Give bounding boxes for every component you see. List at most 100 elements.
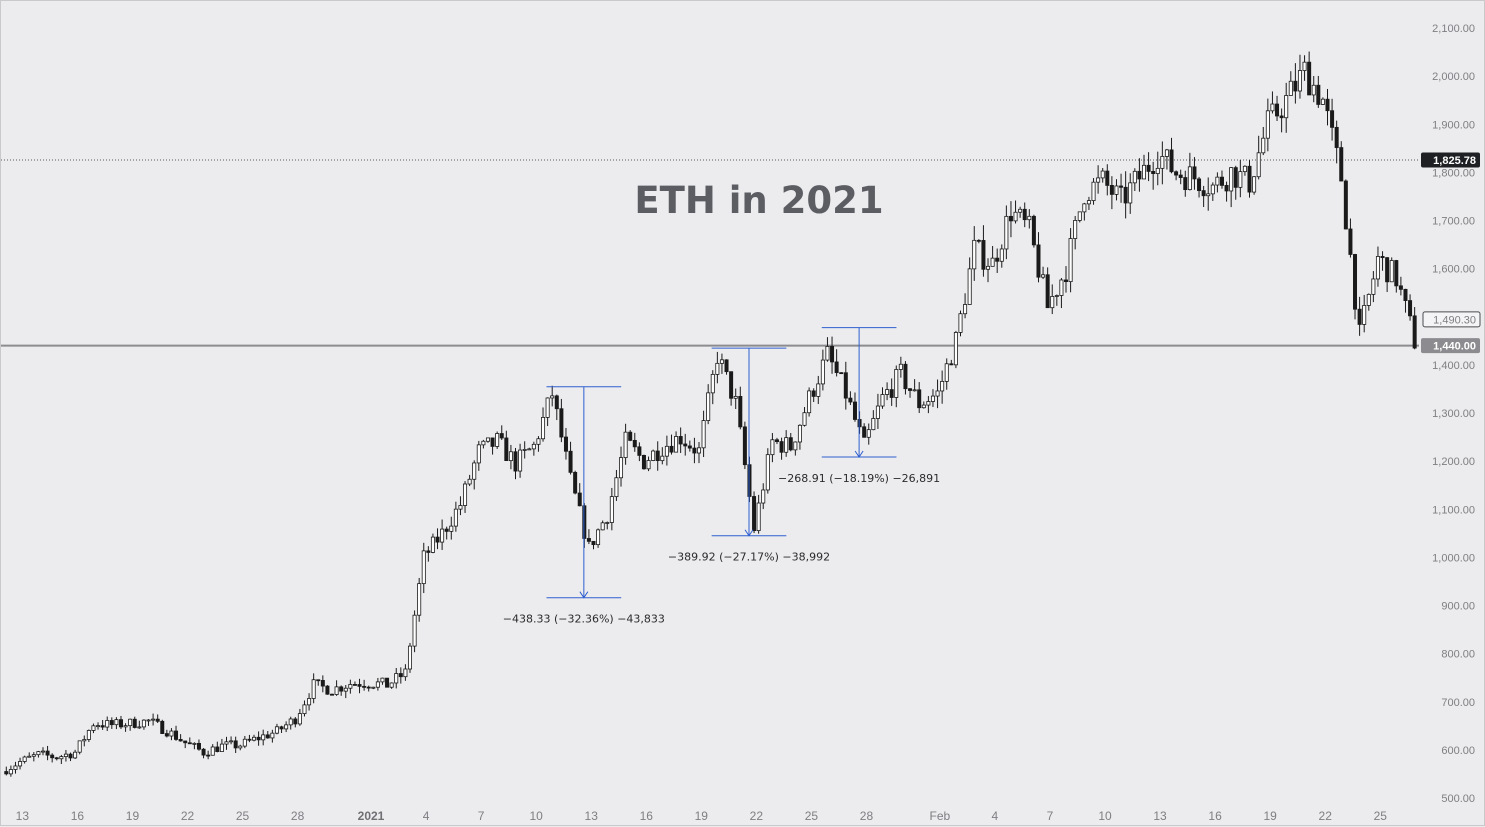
candle-272 bbox=[1252, 176, 1257, 195]
candle-302 bbox=[1389, 257, 1394, 283]
candle-98 bbox=[453, 501, 458, 532]
candle-100 bbox=[463, 481, 468, 513]
candle-163 bbox=[752, 491, 757, 534]
candle-127 bbox=[586, 529, 591, 545]
candle-25 bbox=[118, 715, 123, 730]
candle-177 bbox=[816, 375, 821, 404]
candle-303 bbox=[1394, 259, 1399, 293]
candle-183 bbox=[843, 361, 848, 410]
candle-226 bbox=[1041, 266, 1046, 280]
candle-172 bbox=[793, 441, 798, 456]
candle-67 bbox=[311, 673, 316, 704]
x-tick-15: 28 bbox=[860, 809, 874, 823]
y-tick-8: 1,300.00 bbox=[1432, 408, 1475, 420]
candle-234 bbox=[1077, 211, 1082, 223]
candle-217 bbox=[999, 244, 1004, 268]
candle-104 bbox=[481, 439, 486, 449]
candle-160 bbox=[738, 386, 743, 430]
candle-4 bbox=[22, 755, 27, 764]
candle-182 bbox=[839, 372, 844, 375]
candle-157 bbox=[724, 359, 729, 375]
candle-193 bbox=[889, 378, 894, 406]
time-axis[interactable]: 13 16 19 22 25 28 2021 4 7 10 13 16 19 22 25 28 Feb 4 7 10 1… bbox=[16, 809, 1388, 823]
candle-33 bbox=[155, 714, 160, 724]
candle-106 bbox=[490, 437, 495, 455]
candle-264 bbox=[1215, 172, 1220, 193]
candle-268 bbox=[1233, 165, 1238, 200]
candle-110 bbox=[508, 444, 513, 470]
candle-1 bbox=[8, 765, 13, 777]
candle-20 bbox=[96, 722, 101, 730]
measure-label-2: −268.91 (−18.19%) −26,891 bbox=[778, 472, 940, 485]
candle-196 bbox=[903, 361, 908, 395]
candle-132 bbox=[609, 487, 614, 531]
candle-57 bbox=[265, 730, 270, 739]
candle-143 bbox=[660, 447, 665, 465]
candle-204 bbox=[940, 370, 945, 404]
candle-283 bbox=[1302, 55, 1307, 81]
price-axis[interactable]: 2,100.00 2,000.00 1,900.00 1,800.00 1,700.00… bbox=[1432, 23, 1475, 805]
candle-19 bbox=[91, 723, 96, 734]
y-tick-9: 1,200.00 bbox=[1432, 456, 1475, 468]
candle-59 bbox=[274, 723, 279, 735]
candle-232 bbox=[1068, 228, 1073, 293]
candle-124 bbox=[573, 470, 578, 495]
candle-224 bbox=[1031, 214, 1036, 248]
candle-142 bbox=[655, 441, 660, 471]
candle-295 bbox=[1357, 296, 1362, 336]
candle-241 bbox=[1109, 176, 1114, 210]
candle-153 bbox=[706, 384, 711, 425]
y-tick-7: 1,400.00 bbox=[1432, 360, 1475, 372]
candle-133 bbox=[614, 469, 619, 501]
candle-17 bbox=[82, 735, 87, 747]
candle-291 bbox=[1339, 141, 1344, 182]
candle-136 bbox=[628, 430, 633, 442]
candle-94 bbox=[435, 528, 440, 550]
candle-181 bbox=[834, 349, 839, 377]
candle-87 bbox=[403, 664, 408, 681]
y-tick-1: 2,000.00 bbox=[1432, 71, 1475, 83]
svg-text:1,440.00: 1,440.00 bbox=[1433, 341, 1476, 353]
candle-120 bbox=[554, 394, 559, 421]
candle-185 bbox=[852, 392, 857, 422]
candle-233 bbox=[1073, 216, 1078, 250]
candle-8 bbox=[40, 747, 45, 756]
candle-277 bbox=[1275, 95, 1280, 122]
candle-141 bbox=[651, 449, 656, 462]
candle-103 bbox=[476, 440, 481, 471]
candle-188 bbox=[866, 423, 871, 445]
candle-178 bbox=[820, 349, 825, 391]
candle-171 bbox=[788, 432, 793, 452]
candle-265 bbox=[1219, 170, 1224, 189]
candle-117 bbox=[541, 407, 546, 442]
x-tick-8: 7 bbox=[478, 809, 485, 823]
candle-206 bbox=[949, 359, 954, 366]
candle-10 bbox=[50, 753, 55, 763]
candle-290 bbox=[1334, 120, 1339, 164]
candle-7 bbox=[36, 750, 41, 758]
candle-21 bbox=[100, 719, 105, 730]
candle-243 bbox=[1119, 173, 1124, 203]
candle-167 bbox=[770, 432, 775, 463]
candle-75 bbox=[348, 679, 353, 694]
measure-1[interactable]: −389.92 (−27.17%) −38,992 bbox=[668, 347, 830, 564]
candle-14 bbox=[68, 752, 73, 762]
candle-279 bbox=[1284, 82, 1289, 133]
candle-109 bbox=[504, 430, 509, 462]
candle-245 bbox=[1128, 173, 1133, 214]
candle-11 bbox=[54, 756, 59, 761]
candle-281 bbox=[1293, 63, 1298, 104]
candle-282 bbox=[1297, 54, 1302, 99]
candle-230 bbox=[1059, 278, 1064, 309]
x-tick-20: 13 bbox=[1153, 809, 1167, 823]
candle-156 bbox=[719, 353, 724, 374]
measure-0[interactable]: −438.33 (−32.36%) −43,833 bbox=[503, 386, 665, 626]
measure-2[interactable]: −268.91 (−18.19%) −26,891 bbox=[778, 327, 940, 485]
candle-68 bbox=[316, 679, 321, 686]
price-tags: 1,825.78 1,440.00 1,490.30 bbox=[1421, 152, 1481, 354]
candle-165 bbox=[761, 483, 766, 510]
candle-238 bbox=[1096, 165, 1101, 194]
x-tick-2: 19 bbox=[126, 809, 140, 823]
